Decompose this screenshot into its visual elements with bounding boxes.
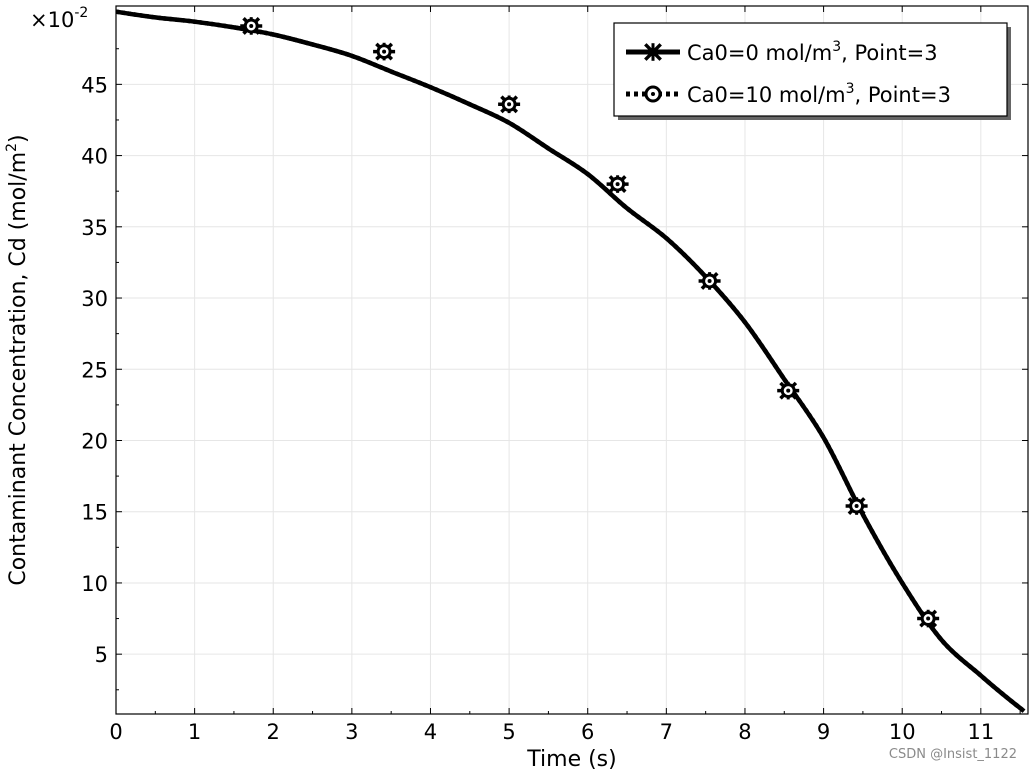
series-2-marker-center bbox=[707, 278, 712, 283]
x-tick-label: 7 bbox=[660, 720, 673, 744]
y-multiplier: ×10-2 bbox=[30, 5, 88, 32]
x-axis-label: Time (s) bbox=[526, 747, 616, 772]
y-tick-label: 30 bbox=[81, 287, 108, 311]
x-tick-label: 2 bbox=[267, 720, 280, 744]
axis-ticks bbox=[115, 6, 1028, 714]
series-markers bbox=[240, 17, 940, 628]
series-2-marker-center bbox=[249, 23, 254, 28]
y-tick-label: 15 bbox=[81, 501, 108, 525]
y-tick-label: 45 bbox=[81, 73, 108, 97]
y-tick-label: 20 bbox=[81, 429, 108, 453]
series-2-marker-center bbox=[615, 182, 620, 187]
y-tick-label: 5 bbox=[95, 643, 108, 667]
x-tick-label: 1 bbox=[188, 720, 201, 744]
series-2-marker-center bbox=[926, 616, 931, 621]
plot-frame bbox=[115, 5, 1029, 715]
series-2-marker-center bbox=[382, 49, 387, 54]
legend-marker-series-1 bbox=[642, 43, 664, 61]
series-line-2 bbox=[115, 9, 1026, 713]
x-tick-label: 8 bbox=[738, 720, 751, 744]
x-tick-label: 9 bbox=[817, 720, 830, 744]
x-tick-label: 10 bbox=[889, 720, 916, 744]
legend-label-series-1: Ca0=0 mol/m3, Point=3 bbox=[687, 39, 938, 65]
legend: Ca0=0 mol/m3, Point=3 Ca0=10 mol/m3, Poi… bbox=[613, 22, 1011, 120]
series-curves bbox=[115, 9, 1026, 713]
x-tick-label: 11 bbox=[967, 720, 994, 744]
series-2-marker-center bbox=[786, 388, 791, 393]
y-tick-labels: 5 10 15 20 25 30 35 40 45 bbox=[81, 73, 108, 667]
series-2-marker-center bbox=[507, 102, 512, 107]
series-2-marker-center bbox=[854, 504, 859, 509]
x-tick-labels: 0 1 2 3 4 5 6 7 8 9 10 11 bbox=[109, 720, 994, 744]
legend-circle-center bbox=[651, 92, 655, 96]
legend-box bbox=[613, 22, 1008, 117]
x-tick-label: 6 bbox=[581, 720, 594, 744]
x-tick-label: 5 bbox=[502, 720, 515, 744]
y-tick-label: 25 bbox=[81, 358, 108, 382]
grid-lines bbox=[115, 6, 1028, 714]
y-tick-label: 10 bbox=[81, 572, 108, 596]
legend-asterisk bbox=[642, 43, 664, 61]
x-tick-label: 0 bbox=[109, 720, 122, 744]
y-tick-label: 35 bbox=[81, 216, 108, 240]
watermark: CSDN @Insist_1122 bbox=[889, 747, 1017, 762]
legend-marker-series-2 bbox=[644, 85, 662, 103]
y-axis-label: Contaminant Concentration, Cd (mol/m2) bbox=[4, 134, 31, 585]
legend-label-series-2: Ca0=10 mol/m3, Point=3 bbox=[687, 81, 951, 107]
x-tick-label: 3 bbox=[345, 720, 358, 744]
x-tick-label: 4 bbox=[424, 720, 437, 744]
y-tick-label: 40 bbox=[81, 145, 108, 169]
